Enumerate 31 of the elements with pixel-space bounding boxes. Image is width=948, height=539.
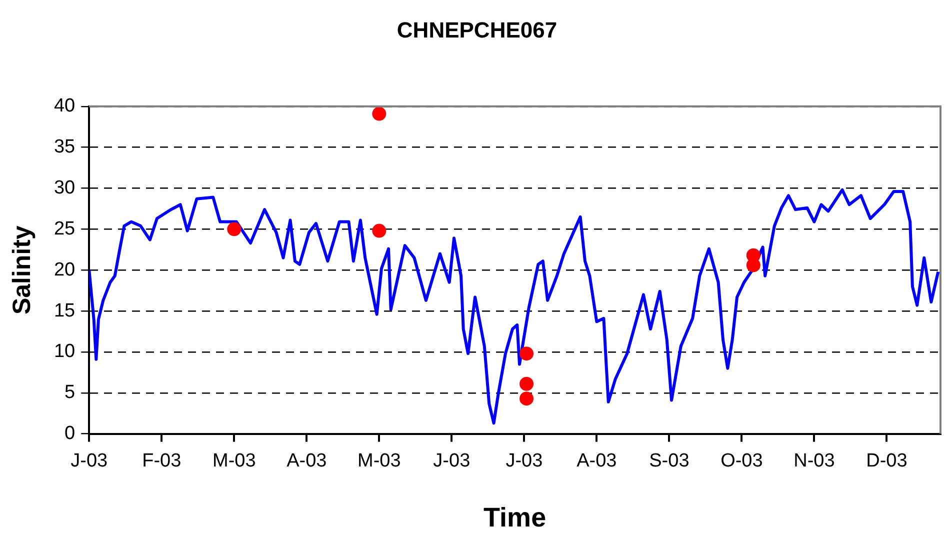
x-tick-label: M-03 — [212, 450, 256, 472]
y-tick-label: 10 — [54, 341, 76, 362]
x-tick-label: O-03 — [720, 450, 763, 472]
x-tick-label: D-03 — [866, 450, 908, 472]
y-tick-label: 35 — [54, 136, 76, 158]
point — [746, 258, 760, 272]
x-tick-label: S-03 — [649, 450, 690, 472]
x-tick-label: M-03 — [358, 450, 401, 472]
y-tick-label: 15 — [54, 300, 76, 322]
chart-title: CHNEPCHE067 — [396, 17, 558, 42]
x-axis-title: Time — [484, 502, 546, 532]
x-tick-label: J-03 — [433, 450, 470, 472]
point — [520, 392, 534, 406]
y-tick-label: 20 — [54, 259, 76, 280]
y-tick-label: 30 — [54, 177, 76, 198]
x-tick-label: J-03 — [506, 450, 543, 472]
point — [227, 222, 242, 236]
y-tick-label: 5 — [64, 382, 76, 404]
x-tick-label: N-03 — [794, 450, 835, 472]
y-tick-label: 40 — [54, 96, 76, 117]
y-tick-label: 25 — [54, 218, 76, 240]
y-axis-title: Salinity — [8, 226, 36, 315]
point — [520, 346, 534, 361]
y-tick-label: 0 — [64, 423, 76, 444]
point — [372, 106, 386, 121]
x-tick-label: F-03 — [142, 450, 182, 472]
x-tick-label: A-03 — [286, 450, 327, 472]
point — [520, 376, 534, 391]
x-tick-label: J-03 — [70, 450, 108, 472]
point — [372, 224, 386, 238]
x-tick-label: A-03 — [576, 450, 617, 472]
